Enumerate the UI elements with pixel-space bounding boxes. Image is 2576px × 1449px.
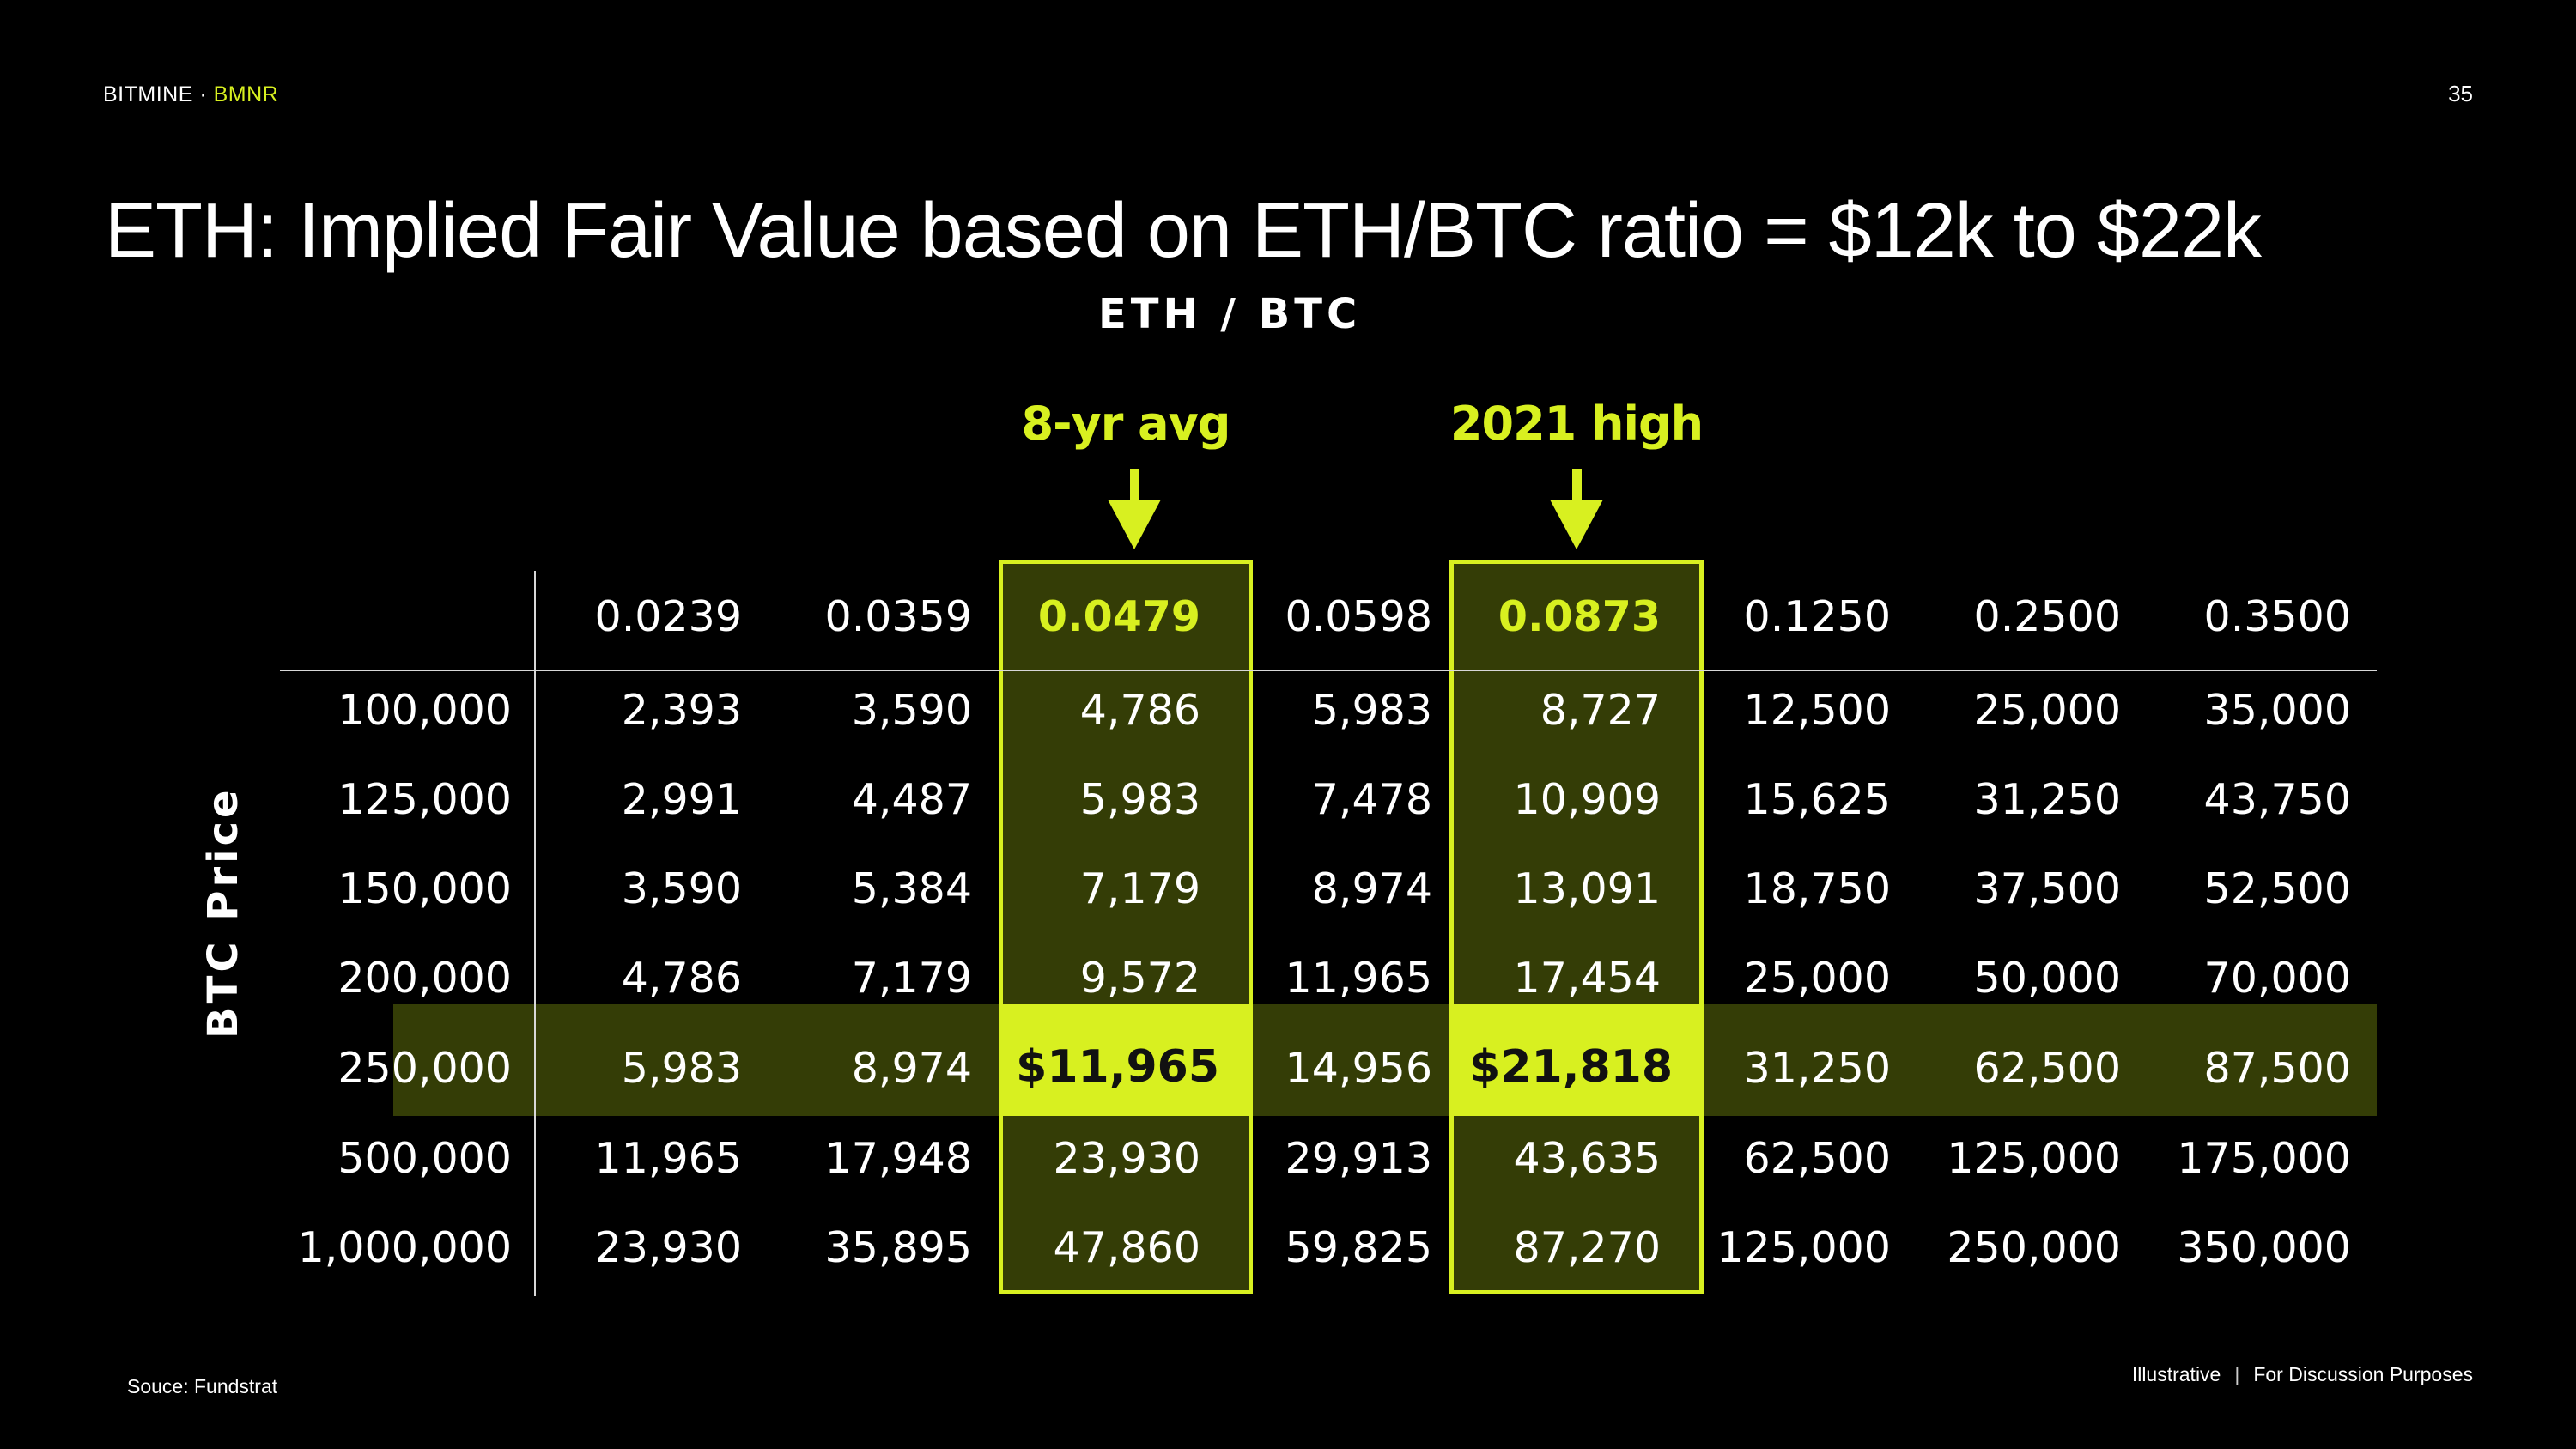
table-cell: 52,500 (2203, 864, 2351, 913)
column-header: 0.2500 (1973, 592, 2121, 641)
table-cell: 5,983 (1311, 686, 1432, 735)
table-cell: 7,478 (1311, 775, 1432, 824)
callout-8yr-avg: 8-yr avg (1021, 397, 1231, 451)
brand-label: BITMINE · BMNR (103, 82, 278, 107)
table-cell: 59,825 (1285, 1223, 1432, 1272)
implied-eth-value-highlight: $11,965 (1016, 1041, 1219, 1093)
implied-eth-value-highlight: $21,818 (1469, 1041, 1673, 1093)
table-cell: 17,948 (824, 1134, 972, 1183)
table-cell: 62,500 (1973, 1044, 2121, 1093)
footer-illustrative: Illustrative (2131, 1363, 2221, 1385)
table-cell: 87,270 (1513, 1223, 1661, 1272)
table-cell: 3,590 (621, 864, 742, 913)
table-cell: 47,860 (1053, 1223, 1200, 1272)
table-cell: 25,000 (1973, 686, 2121, 735)
table-cell: 5,983 (621, 1044, 742, 1093)
table-cell: 25,000 (1743, 954, 1891, 1003)
table-cell: 18,750 (1743, 864, 1891, 913)
column-header: 0.0239 (594, 592, 742, 641)
footer-discussion: For Discussion Purposes (2253, 1363, 2473, 1385)
table-cell: 7,179 (851, 954, 972, 1003)
table-cell: 87,500 (2203, 1044, 2351, 1093)
table-cell: 3,590 (851, 686, 972, 735)
table-cell: 8,974 (1311, 864, 1432, 913)
table-cell: 50,000 (1973, 954, 2121, 1003)
table-cell: 250,000 (1947, 1223, 2121, 1272)
brand-ticker: BMNR (213, 82, 279, 106)
table-cell: 37,500 (1973, 864, 2121, 913)
highlight-cell-2021-high (1449, 1004, 1704, 1116)
table-cell: 29,913 (1285, 1134, 1432, 1183)
column-header-8yr-avg: 0.0479 (1037, 592, 1200, 641)
highlight-row-band (393, 1004, 2377, 1116)
table-cell: 350,000 (2177, 1223, 2351, 1272)
table-cell: 70,000 (2203, 954, 2351, 1003)
row-axis-label: BTC Price (199, 786, 247, 1039)
source-note: Souce: Fundstrat (127, 1375, 278, 1397)
brand-separator: · (192, 82, 214, 106)
column-header: 0.3500 (2203, 592, 2351, 641)
highlight-column-2021-high (1449, 560, 1704, 1294)
footer-note: Illustrative | For Discussion Purposes (2132, 1363, 2473, 1386)
highlight-cell-8yr-avg (999, 1004, 1253, 1116)
table-cell: 8,974 (851, 1044, 972, 1093)
table-cell: 43,750 (2203, 775, 2351, 824)
table-cell: 31,250 (1973, 775, 2121, 824)
table-cell: 8,727 (1540, 686, 1661, 735)
callout-2021-high: 2021 high (1449, 397, 1704, 451)
table-cell: 12,500 (1743, 686, 1891, 735)
row-label-btc-price: 1,000,000 (297, 1223, 512, 1272)
row-label-btc-price: 500,000 (337, 1134, 512, 1183)
table-cell: 23,930 (1053, 1134, 1200, 1183)
table-cell: 14,956 (1285, 1044, 1432, 1093)
table-cell: 13,091 (1513, 864, 1661, 913)
table-horizontal-rule (280, 670, 2377, 671)
table-cell: 125,000 (1947, 1134, 2121, 1183)
table-cell: 31,250 (1743, 1044, 1891, 1093)
table-cell: 5,983 (1079, 775, 1200, 824)
table-cell: 35,895 (824, 1223, 972, 1272)
table-cell: 4,487 (851, 775, 972, 824)
column-axis-label: ETH / BTC (1098, 290, 1362, 338)
table-cell: 9,572 (1079, 954, 1200, 1003)
table-cell: 11,965 (1285, 954, 1432, 1003)
arrow-8yr-avg-shaft (1130, 469, 1139, 500)
table-cell: 2,991 (621, 775, 742, 824)
down-arrow-icon (1108, 500, 1161, 549)
table-cell: 4,786 (1079, 686, 1200, 735)
row-label-btc-price: 200,000 (337, 954, 512, 1003)
arrow-2021-high-shaft (1572, 469, 1582, 500)
table-cell: 17,454 (1513, 954, 1661, 1003)
table-cell: 2,393 (621, 686, 742, 735)
table-cell: 35,000 (2203, 686, 2351, 735)
column-header-2021-high: 0.0873 (1498, 592, 1661, 641)
table-cell: 43,635 (1513, 1134, 1661, 1183)
column-header: 0.0598 (1285, 592, 1432, 641)
table-vertical-rule (534, 571, 536, 1296)
column-header: 0.0359 (824, 592, 972, 641)
table-cell: 125,000 (1716, 1223, 1891, 1272)
table-cell: 7,179 (1079, 864, 1200, 913)
table-cell: 62,500 (1743, 1134, 1891, 1183)
highlight-column-8yr-avg (999, 560, 1253, 1294)
page-title: ETH: Implied Fair Value based on ETH/BTC… (105, 188, 2262, 274)
table-cell: 11,965 (594, 1134, 742, 1183)
table-cell: 175,000 (2177, 1134, 2351, 1183)
row-label-btc-price: 100,000 (337, 686, 512, 735)
row-label-btc-price: 250,000 (337, 1044, 512, 1093)
page-number: 35 (2448, 81, 2473, 106)
brand-name: BITMINE (103, 82, 193, 106)
row-label-btc-price: 125,000 (337, 775, 512, 824)
table-cell: 10,909 (1513, 775, 1661, 824)
row-label-btc-price: 150,000 (337, 864, 512, 913)
footer-divider: | (2234, 1363, 2240, 1385)
table-cell: 23,930 (594, 1223, 742, 1272)
table-cell: 5,384 (851, 864, 972, 913)
down-arrow-icon (1550, 500, 1603, 549)
table-cell: 15,625 (1743, 775, 1891, 824)
column-header: 0.1250 (1743, 592, 1891, 641)
table-cell: 4,786 (621, 954, 742, 1003)
